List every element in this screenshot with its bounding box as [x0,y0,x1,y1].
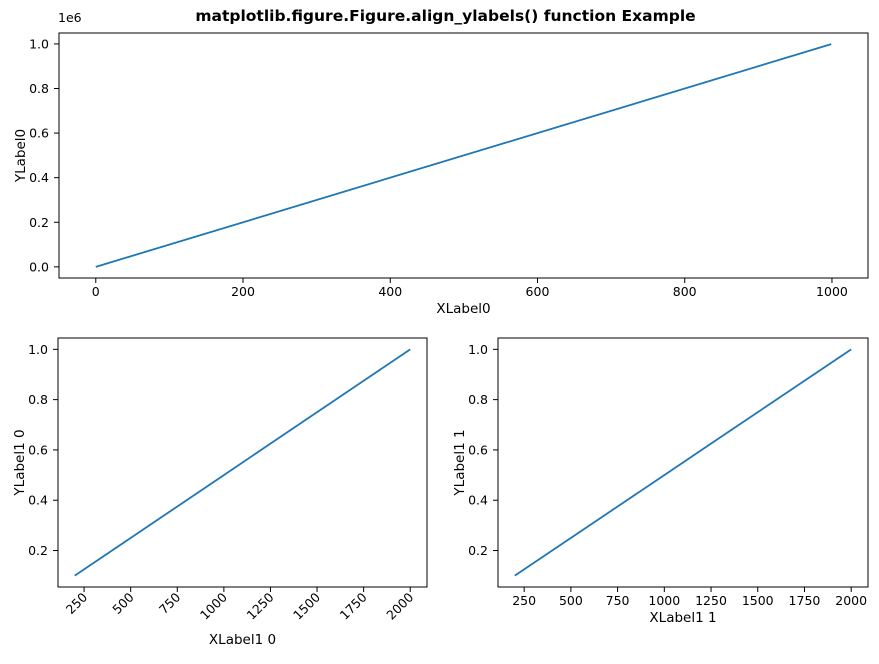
x-tick-label: 1500 [290,589,323,622]
y-tick-label: 0.2 [468,543,488,558]
y-tick-label: 1.0 [29,36,49,51]
y-tick-label: 0.6 [29,126,49,141]
y-tick-label: 0.6 [28,442,48,457]
chart-title: matplotlib.figure.Figure.align_ylabels()… [195,7,695,25]
y-tick-label: 0.4 [29,170,49,185]
y-axis-label: YLabel1 1 [452,429,468,496]
x-tick-label: 1250 [695,593,727,608]
line-series [514,348,852,577]
y-axis-offset-text: 1e6 [58,10,82,25]
axes-frame [497,337,869,588]
y-tick-label: 0.0 [29,259,49,274]
chart-top: 0 200 400 600 800 1000 0.0 0.2 0.4 0.6 0.8 1.0 XLabe… [13,7,869,317]
y-tick-label: 1.0 [28,342,48,357]
y-axis-label: YLabel0 [13,129,29,183]
x-tick-label: 1500 [742,593,774,608]
x-tick-label: 1000 [197,589,230,622]
x-tick-label: 1750 [337,589,370,622]
chart-bottom-left: 250 500 750 1000 1250 1500 1750 2000 0.2 0.4 0.6 0.… [12,337,428,648]
y-tick-label: 0.4 [28,493,48,508]
axes-frame [57,337,428,588]
x-tick-label: 500 [559,593,583,608]
y-tick-label: 1.0 [468,342,488,357]
x-tick-label: 750 [156,589,184,617]
x-tick-label: 2000 [835,593,867,608]
x-tick-label: 600 [526,284,550,299]
x-tick-label: 200 [231,284,255,299]
x-tick-label: 400 [378,284,402,299]
line-series [74,348,411,577]
x-tick-label: 250 [63,589,91,617]
y-tick-label: 0.2 [28,543,48,558]
x-tick-label: 500 [109,589,137,617]
x-tick-label: 250 [512,593,536,608]
line-series [95,43,832,268]
axes-frame [58,32,869,279]
x-axis-label: XLabel1 0 [209,632,276,648]
y-tick-label: 0.2 [29,215,49,230]
y-tick-label: 0.8 [468,392,488,407]
y-tick-label: 0.8 [29,81,49,96]
x-axis-label: XLabel1 1 [649,610,716,626]
y-tick-label: 0.8 [28,392,48,407]
x-tick-label: 1750 [789,593,821,608]
x-tick-label: 1000 [648,593,680,608]
y-tick-label: 0.6 [468,442,488,457]
y-tick-label: 0.4 [468,493,488,508]
x-tick-label: 800 [673,284,697,299]
x-tick-label: 2000 [383,589,416,622]
x-axis-label: XLabel0 [436,301,490,317]
x-tick-label: 750 [606,593,630,608]
chart-bottom-right: 250 500 750 1000 1250 1500 1750 2000 0.2 0.4 0.6 0.… [452,337,869,626]
x-tick-label: 1000 [816,284,848,299]
y-axis-label: YLabel1 0 [12,429,28,496]
x-tick-label: 0 [92,284,100,299]
x-tick-label: 1250 [243,589,276,622]
